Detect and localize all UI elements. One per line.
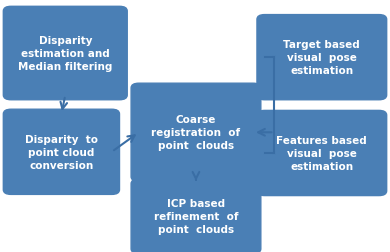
FancyBboxPatch shape — [4, 110, 119, 195]
Text: Features based
visual  pose
estimation: Features based visual pose estimation — [277, 135, 367, 172]
FancyBboxPatch shape — [257, 111, 386, 196]
Text: Coarse
registration  of
point  clouds: Coarse registration of point clouds — [151, 115, 241, 151]
Text: Target based
visual  pose
estimation: Target based visual pose estimation — [284, 40, 360, 76]
FancyBboxPatch shape — [257, 16, 386, 100]
FancyBboxPatch shape — [4, 7, 127, 100]
Text: ICP based
refinement  of
point  clouds: ICP based refinement of point clouds — [154, 198, 238, 235]
Text: Disparity  to
point cloud
conversion: Disparity to point cloud conversion — [25, 134, 98, 170]
Text: Disparity
estimation and
Median filtering: Disparity estimation and Median filterin… — [18, 36, 112, 72]
FancyBboxPatch shape — [131, 84, 261, 182]
FancyBboxPatch shape — [131, 179, 261, 252]
